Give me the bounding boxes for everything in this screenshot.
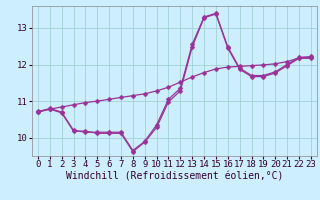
X-axis label: Windchill (Refroidissement éolien,°C): Windchill (Refroidissement éolien,°C)	[66, 172, 283, 182]
